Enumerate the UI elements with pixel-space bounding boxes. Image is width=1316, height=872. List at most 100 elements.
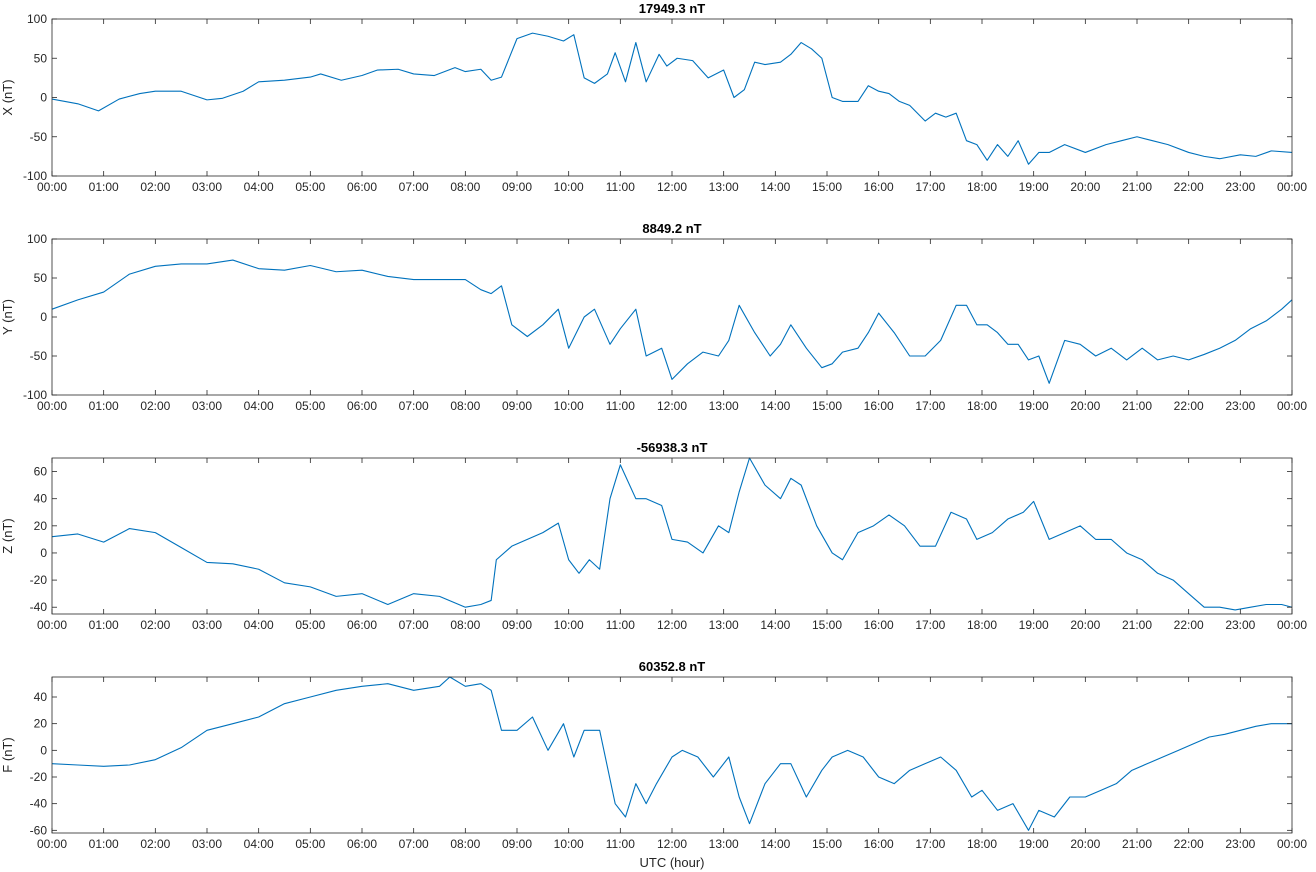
y-tick-label: 0: [40, 91, 47, 105]
x-tick-label: 18:00: [967, 399, 997, 413]
series-line: [51, 676, 1292, 831]
x-tick-label: 03:00: [192, 618, 222, 632]
x-tick-label: 00:00: [1277, 180, 1307, 194]
x-tick-label: 09:00: [502, 837, 532, 851]
x-tick-label: 03:00: [192, 399, 222, 413]
panel-title: 60352.8 nT: [639, 659, 706, 674]
x-tick-label: 13:00: [709, 180, 739, 194]
x-tick-label: 00:00: [37, 399, 67, 413]
chart-panel-2: 00:00 01:00 02:00 03:00 04:00 05:00 06:00 07:00…: [0, 221, 1307, 413]
x-tick-label: 02:00: [140, 399, 170, 413]
x-tick-label: 06:00: [347, 618, 377, 632]
x-tick-label: 01:00: [89, 399, 119, 413]
x-tick-label: 09:00: [502, 399, 532, 413]
y-axis-label: Y (nT): [0, 299, 15, 335]
y-tick-label: 50: [34, 271, 48, 285]
x-tick-label: 06:00: [347, 837, 377, 851]
x-tick-label: 19:00: [1019, 399, 1049, 413]
x-tick-label: 11:00: [606, 180, 635, 194]
y-tick-label: -20: [30, 770, 48, 784]
x-tick-label: 17:00: [915, 399, 945, 413]
x-tick-label: 02:00: [140, 837, 170, 851]
panel-title: 8849.2 nT: [642, 221, 701, 236]
x-tick-label: 05:00: [295, 618, 325, 632]
x-tick-label: 17:00: [915, 837, 945, 851]
x-tick-label: 20:00: [1070, 837, 1100, 851]
x-tick-label: 04:00: [244, 618, 274, 632]
y-tick-label: 100: [27, 232, 47, 246]
x-tick-label: 10:00: [554, 180, 584, 194]
x-tick-label: 01:00: [89, 180, 119, 194]
x-tick-label: 08:00: [450, 618, 480, 632]
x-tick-label: 17:00: [915, 618, 945, 632]
x-tick-label: 03:00: [192, 180, 222, 194]
x-tick-label: 21:00: [1122, 618, 1152, 632]
x-tick-label: 23:00: [1225, 837, 1255, 851]
x-tick-label: 18:00: [967, 180, 997, 194]
x-tick-label: 08:00: [450, 399, 480, 413]
x-tick-label: 20:00: [1070, 180, 1100, 194]
x-axis-label: UTC (hour): [639, 855, 704, 870]
y-tick-label: 20: [34, 717, 48, 731]
series-line: [51, 259, 1293, 384]
x-tick-label: 19:00: [1019, 837, 1049, 851]
x-tick-label: 07:00: [399, 618, 429, 632]
x-tick-label: 14:00: [760, 180, 790, 194]
x-tick-label: 20:00: [1070, 399, 1100, 413]
x-tick-label: 07:00: [399, 180, 429, 194]
x-tick-label: 09:00: [502, 180, 532, 194]
y-tick-label: 0: [40, 310, 47, 324]
x-tick-label: 10:00: [554, 837, 584, 851]
x-tick-label: 12:00: [657, 180, 687, 194]
x-tick-label: 05:00: [295, 180, 325, 194]
y-tick-label: -100: [23, 388, 47, 402]
x-tick-label: 22:00: [1174, 837, 1204, 851]
x-tick-label: 10:00: [554, 399, 584, 413]
x-tick-label: 15:00: [812, 837, 842, 851]
x-tick-label: 13:00: [709, 837, 739, 851]
y-tick-label: -100: [23, 169, 47, 183]
x-tick-label: 16:00: [864, 837, 894, 851]
panel-title: 17949.3 nT: [639, 1, 706, 16]
x-tick-label: 00:00: [37, 837, 67, 851]
y-tick-label: -50: [30, 349, 48, 363]
chart-panel-1: 00:00 01:00 02:00 03:00 04:00 05:00 06:00 07:00…: [0, 1, 1307, 194]
y-tick-label: 50: [34, 51, 48, 65]
x-tick-label: 09:00: [502, 618, 532, 632]
y-axis-label: Z (nT): [0, 518, 15, 553]
x-tick-label: 13:00: [709, 399, 739, 413]
x-tick-label: 19:00: [1019, 180, 1049, 194]
x-tick-label: 22:00: [1174, 618, 1204, 632]
x-tick-label: 08:00: [450, 180, 480, 194]
x-tick-label: 13:00: [709, 618, 739, 632]
x-tick-label: 12:00: [657, 837, 687, 851]
x-tick-label: 18:00: [967, 618, 997, 632]
x-tick-label: 23:00: [1225, 618, 1255, 632]
x-tick-label: 19:00: [1019, 618, 1049, 632]
x-tick-label: 04:00: [244, 180, 274, 194]
y-tick-label: -50: [30, 130, 48, 144]
x-tick-label: 12:00: [657, 399, 687, 413]
y-tick-label: -60: [30, 823, 48, 837]
x-tick-label: 11:00: [606, 618, 635, 632]
x-tick-label: 17:00: [915, 180, 945, 194]
x-tick-label: 14:00: [760, 618, 790, 632]
y-axis-label: F (nT): [0, 737, 15, 772]
y-tick-label: 100: [27, 12, 47, 26]
x-tick-label: 15:00: [812, 618, 842, 632]
y-tick-label: 20: [34, 519, 48, 533]
x-tick-label: 21:00: [1122, 180, 1152, 194]
x-tick-label: 23:00: [1225, 180, 1255, 194]
x-tick-label: 18:00: [967, 837, 997, 851]
x-tick-label: 01:00: [89, 618, 119, 632]
x-tick-label: 06:00: [347, 399, 377, 413]
y-tick-label: 0: [40, 743, 47, 757]
x-tick-label: 00:00: [1277, 618, 1307, 632]
x-tick-label: 15:00: [812, 399, 842, 413]
y-tick-label: 60: [34, 465, 48, 479]
x-tick-label: 04:00: [244, 837, 274, 851]
x-tick-label: 14:00: [760, 399, 790, 413]
x-tick-label: 21:00: [1122, 399, 1152, 413]
x-tick-label: 02:00: [140, 180, 170, 194]
